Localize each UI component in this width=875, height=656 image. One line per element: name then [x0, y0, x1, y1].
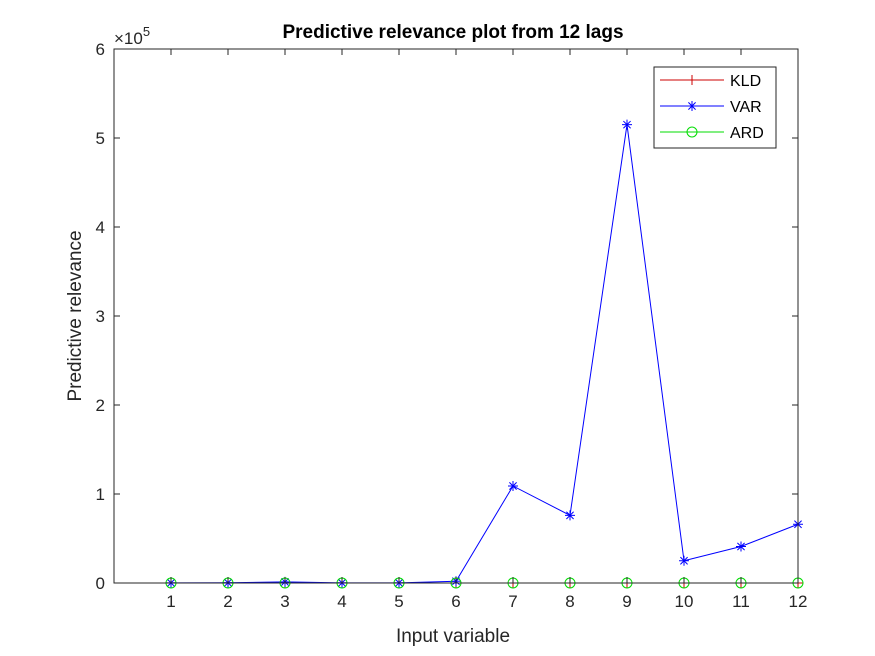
y-tick-label: 1 [96, 485, 105, 504]
y-exponent-power: 5 [143, 24, 150, 39]
x-axis-label: Input variable [396, 626, 510, 647]
legend-marker-ard [686, 126, 698, 138]
data-point-var [736, 541, 746, 552]
x-tick-label: 7 [508, 592, 517, 611]
x-tick-label: 1 [166, 592, 175, 611]
data-point-var [679, 555, 689, 566]
y-exponent-label: ×105 [114, 24, 150, 48]
y-axis-label: Predictive relevance [65, 230, 86, 401]
x-tick-label: 12 [789, 592, 808, 611]
x-tick-label: 9 [622, 592, 631, 611]
data-point-var [622, 119, 632, 130]
legend-label-kld: KLD [730, 73, 761, 90]
legend-marker-kld [687, 75, 697, 85]
legend-marker-var [687, 101, 697, 111]
y-tick-label: 2 [96, 396, 105, 415]
y-tick-label: 4 [96, 218, 105, 237]
legend-label-ard: ARD [730, 125, 764, 142]
chart-title: Predictive relevance plot from 12 lags [282, 22, 623, 43]
y-tick-label: 0 [96, 574, 105, 593]
x-tick-label: 8 [565, 592, 574, 611]
legend-label-var: VAR [730, 99, 762, 116]
x-tick-label: 3 [280, 592, 289, 611]
data-point-var [508, 480, 518, 491]
x-tick-label: 11 [732, 592, 750, 611]
x-tick-label: 4 [337, 592, 346, 611]
y-tick-label: 6 [96, 40, 105, 59]
y-exponent-base: ×10 [114, 29, 143, 48]
x-tick-label: 2 [223, 592, 232, 611]
y-tick-label: 5 [96, 129, 105, 148]
data-point-var [565, 510, 575, 521]
x-tick-label: 10 [675, 592, 694, 611]
legend: KLD VAR ARD [653, 66, 777, 149]
x-tick-label: 6 [451, 592, 460, 611]
series-line-var [170, 124, 799, 584]
y-tick-label: 3 [96, 307, 105, 326]
x-tick-label: 5 [394, 592, 403, 611]
